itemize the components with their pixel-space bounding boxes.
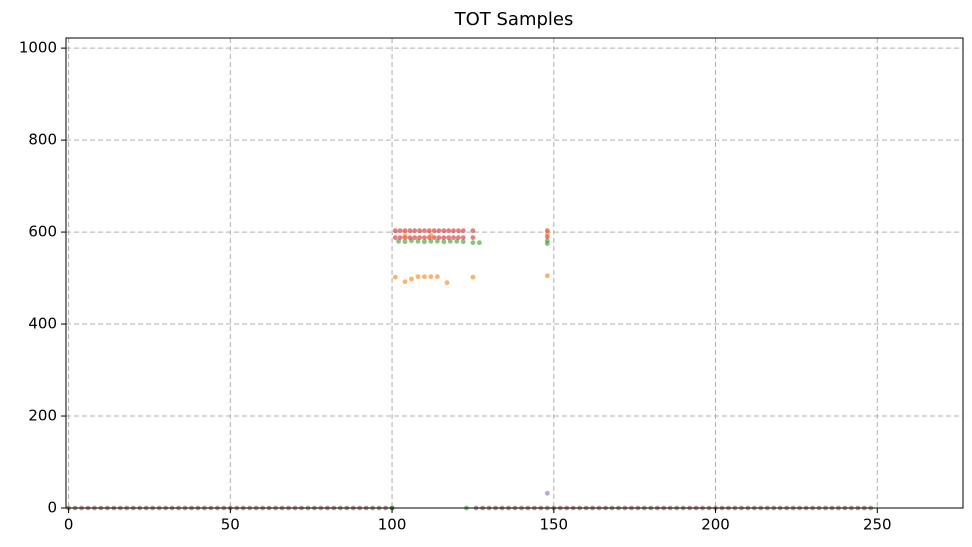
point [436, 235, 442, 240]
point [402, 233, 408, 239]
point [417, 228, 422, 234]
point [407, 235, 413, 240]
point [544, 273, 550, 279]
x-tick-label: 0 [64, 516, 74, 534]
point [415, 274, 421, 280]
ticks-layer: 0 50 100 150 200 250 0 200 400 600 800 1000 [19, 39, 892, 534]
point [544, 490, 550, 496]
point [460, 239, 466, 245]
point [451, 235, 456, 240]
point [397, 235, 403, 240]
point [441, 239, 447, 245]
point [392, 274, 398, 280]
x-tick-label: 150 [539, 516, 568, 534]
point [544, 238, 550, 244]
point [422, 274, 427, 280]
point [434, 274, 440, 280]
point [470, 235, 476, 240]
point [402, 279, 408, 285]
y-tick-label: 800 [28, 131, 57, 149]
point [455, 235, 461, 240]
point [402, 239, 408, 245]
point [422, 239, 427, 245]
x-tick-label: 100 [378, 516, 407, 534]
point [426, 228, 432, 234]
y-tick-label: 600 [28, 223, 57, 241]
point [422, 235, 427, 240]
y-tick-label: 200 [28, 407, 57, 425]
point [434, 238, 440, 244]
point [431, 228, 437, 234]
point [455, 228, 461, 234]
y-tick-label: 400 [28, 315, 57, 333]
point [402, 228, 408, 234]
point [417, 235, 422, 240]
point [392, 228, 398, 234]
point [460, 228, 466, 234]
plot-frame [65, 37, 964, 509]
x-tick-label: 50 [221, 516, 240, 534]
point [470, 240, 476, 246]
points-layer [66, 228, 874, 511]
point [412, 235, 418, 240]
point [446, 235, 452, 240]
y-tick-label: 0 [47, 499, 57, 517]
point [428, 232, 434, 238]
y-tick-label: 1000 [19, 39, 57, 57]
point [470, 228, 476, 234]
point [412, 228, 418, 234]
point [441, 228, 447, 234]
point [428, 238, 434, 244]
point [441, 235, 447, 240]
x-tick-label: 200 [701, 516, 730, 534]
point [444, 280, 450, 286]
point [436, 228, 442, 234]
point [428, 274, 434, 280]
point [454, 238, 460, 244]
point [460, 235, 466, 240]
point [451, 228, 456, 234]
point [446, 228, 452, 234]
point [447, 238, 453, 244]
grid-layer [66, 38, 963, 509]
point [409, 276, 414, 282]
point [544, 231, 550, 237]
point [415, 238, 421, 244]
point [407, 228, 413, 234]
point [477, 240, 482, 246]
point [392, 235, 398, 240]
chart-title: TOT Samples [454, 9, 574, 30]
point [397, 228, 403, 234]
point [422, 228, 427, 234]
point [396, 238, 401, 244]
x-tick-label: 250 [863, 516, 892, 534]
point [470, 274, 476, 280]
